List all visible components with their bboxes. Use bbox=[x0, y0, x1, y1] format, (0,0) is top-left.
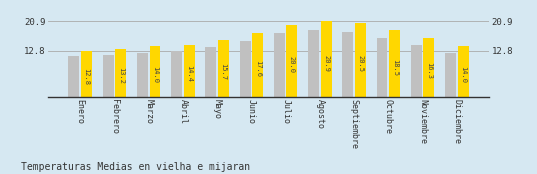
Bar bbox=[376, 38, 388, 97]
Text: 14.0: 14.0 bbox=[460, 66, 466, 83]
Text: 20.9: 20.9 bbox=[323, 55, 329, 72]
Bar bbox=[68, 56, 79, 97]
Bar bbox=[103, 55, 113, 97]
Text: 15.7: 15.7 bbox=[221, 63, 227, 80]
Bar bbox=[149, 46, 161, 97]
Bar bbox=[458, 46, 469, 97]
Text: 17.6: 17.6 bbox=[255, 60, 260, 77]
Bar bbox=[274, 33, 285, 97]
Text: 12.8: 12.8 bbox=[83, 68, 90, 85]
Bar bbox=[171, 51, 182, 97]
Bar bbox=[240, 41, 251, 97]
Text: 20.5: 20.5 bbox=[358, 55, 364, 72]
Bar bbox=[411, 45, 422, 97]
Bar bbox=[355, 23, 366, 97]
Text: 18.5: 18.5 bbox=[391, 59, 398, 76]
Bar bbox=[308, 30, 319, 97]
Bar bbox=[252, 33, 263, 97]
Text: 20.0: 20.0 bbox=[289, 56, 295, 73]
Bar bbox=[389, 30, 400, 97]
Text: 16.3: 16.3 bbox=[426, 62, 432, 79]
Bar bbox=[342, 32, 353, 97]
Bar bbox=[81, 51, 92, 97]
Bar bbox=[321, 21, 332, 97]
Bar bbox=[424, 38, 434, 97]
Bar bbox=[137, 53, 148, 97]
Bar bbox=[115, 49, 126, 97]
Text: Temperaturas Medias en vielha e mijaran: Temperaturas Medias en vielha e mijaran bbox=[21, 162, 251, 172]
Bar bbox=[205, 47, 216, 97]
Bar bbox=[286, 25, 297, 97]
Bar bbox=[445, 53, 456, 97]
Bar bbox=[184, 45, 195, 97]
Bar bbox=[218, 40, 229, 97]
Text: 14.4: 14.4 bbox=[186, 65, 192, 82]
Text: 14.0: 14.0 bbox=[152, 66, 158, 83]
Text: 13.2: 13.2 bbox=[118, 67, 124, 84]
